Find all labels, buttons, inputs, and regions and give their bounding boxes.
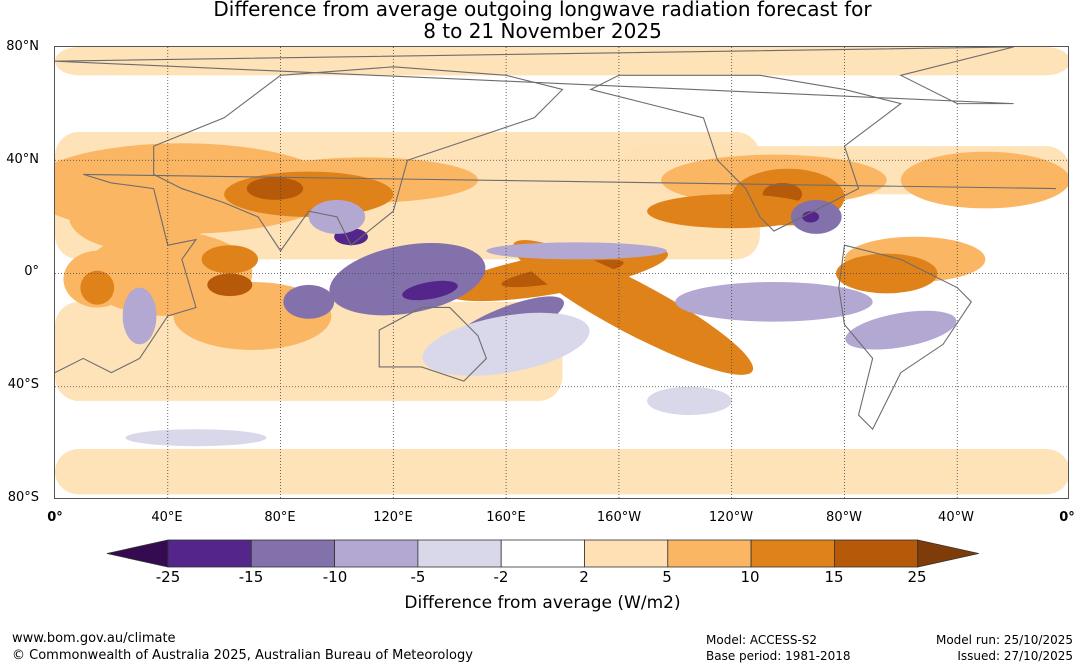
colorbar-segment-3 — [334, 539, 419, 568]
continent-outline-1 — [153, 66, 564, 252]
anomaly-region-8 — [201, 245, 258, 274]
colorbar-segment-6 — [584, 539, 669, 568]
colorbar — [106, 539, 979, 568]
anomaly-region-5 — [246, 177, 304, 200]
lat-label-80s: 80°S — [7, 490, 39, 505]
anomaly-region-27 — [647, 386, 732, 416]
lon-label-0-east: 0° — [1059, 510, 1075, 525]
colorbar-segment-2 — [250, 539, 336, 568]
colorbar-segment-4 — [417, 539, 502, 568]
continent-outline-5 — [55, 47, 1014, 105]
anomaly-region-18 — [283, 284, 335, 319]
anomaly-region-21 — [486, 242, 667, 260]
colorbar-tick-5: 5 — [662, 568, 672, 586]
anomaly-medium-region-4 — [900, 151, 1068, 209]
colorbar-tick-minus10: -10 — [322, 568, 348, 586]
anomaly-region-13 — [69, 182, 211, 251]
anomaly-background-band-4 — [55, 449, 1068, 495]
anomaly-region-22 — [675, 281, 873, 322]
colorbar-arrow-high — [917, 539, 979, 568]
lon-label-160w: 160°W — [596, 510, 642, 525]
colorbar-segment-5 — [500, 539, 585, 568]
lon-label-80w: 80°W — [826, 510, 862, 525]
colorbar-tick-10: 10 — [740, 568, 760, 586]
footer-base-period: Base period: 1981-2018 — [706, 649, 851, 663]
anomaly-region-20 — [802, 211, 820, 223]
anomaly-background-band-0 — [55, 47, 1068, 76]
colorbar-arrow-low — [106, 539, 169, 568]
anomaly-region-9 — [207, 273, 253, 297]
footer-url[interactable]: www.bom.gov.au/climate — [12, 631, 176, 646]
olr-anomaly-map — [54, 46, 1069, 499]
colorbar-segment-9 — [834, 539, 919, 568]
colorbar-tick-minus5: -5 — [410, 568, 426, 586]
title-line-2: 8 to 21 November 2025 — [423, 19, 662, 43]
colorbar-tick-minus2: -2 — [493, 568, 509, 586]
lon-label-40w: 40°W — [938, 510, 974, 525]
map-canvas — [55, 47, 1068, 498]
lon-label-160e: 160°E — [486, 510, 526, 525]
colorbar-tick-minus15: -15 — [238, 568, 264, 586]
lat-label-40s: 40°S — [7, 377, 39, 392]
continent-outline-0 — [55, 173, 1056, 374]
lat-label-40n: 40°N — [6, 152, 39, 167]
anomaly-region-3 — [512, 240, 754, 375]
continent-outline-4 — [838, 244, 973, 431]
footer-model-run: Model run: 25/10/2025 — [935, 633, 1073, 647]
colorbar-segment-7 — [667, 539, 752, 568]
lon-label-80e: 80°E — [264, 510, 296, 525]
anomaly-region-24 — [122, 287, 157, 345]
anomaly-region-14 — [329, 243, 486, 316]
anomaly-region-15 — [402, 280, 458, 301]
colorbar-segment-1 — [167, 539, 252, 568]
anomaly-region-10 — [80, 270, 115, 305]
footer-issued: Issued: 27/10/2025 — [957, 649, 1073, 663]
footer-copyright: © Commonwealth of Australia 2025, Austra… — [12, 648, 473, 663]
lon-label-40e: 40°E — [151, 510, 183, 525]
continent-outline-3 — [589, 74, 903, 232]
colorbar-tick-15: 15 — [824, 568, 844, 586]
lat-label-0: 0° — [24, 264, 39, 279]
continent-outline-2 — [378, 306, 488, 382]
lon-label-0-west: 0° — [47, 510, 63, 525]
lat-label-80n: 80°N — [6, 39, 39, 54]
colorbar-tick-2: 2 — [579, 568, 589, 586]
colorbar-segment-8 — [750, 539, 835, 568]
title-line-1: Difference from average outgoing longwav… — [213, 0, 872, 21]
colorbar-label: Difference from average (W/m2) — [404, 593, 681, 613]
map-title: Difference from average outgoing longwav… — [0, 0, 1085, 42]
lon-label-120w: 120°W — [708, 510, 754, 525]
colorbar-tick-25: 25 — [907, 568, 927, 586]
anomaly-region-23 — [845, 310, 957, 350]
anomaly-region-12 — [647, 194, 817, 229]
colorbar-tick-minus25: -25 — [155, 568, 181, 586]
lon-label-120e: 120°E — [373, 510, 413, 525]
anomaly-region-26 — [125, 429, 267, 447]
footer-model: Model: ACCESS-S2 — [706, 633, 818, 647]
